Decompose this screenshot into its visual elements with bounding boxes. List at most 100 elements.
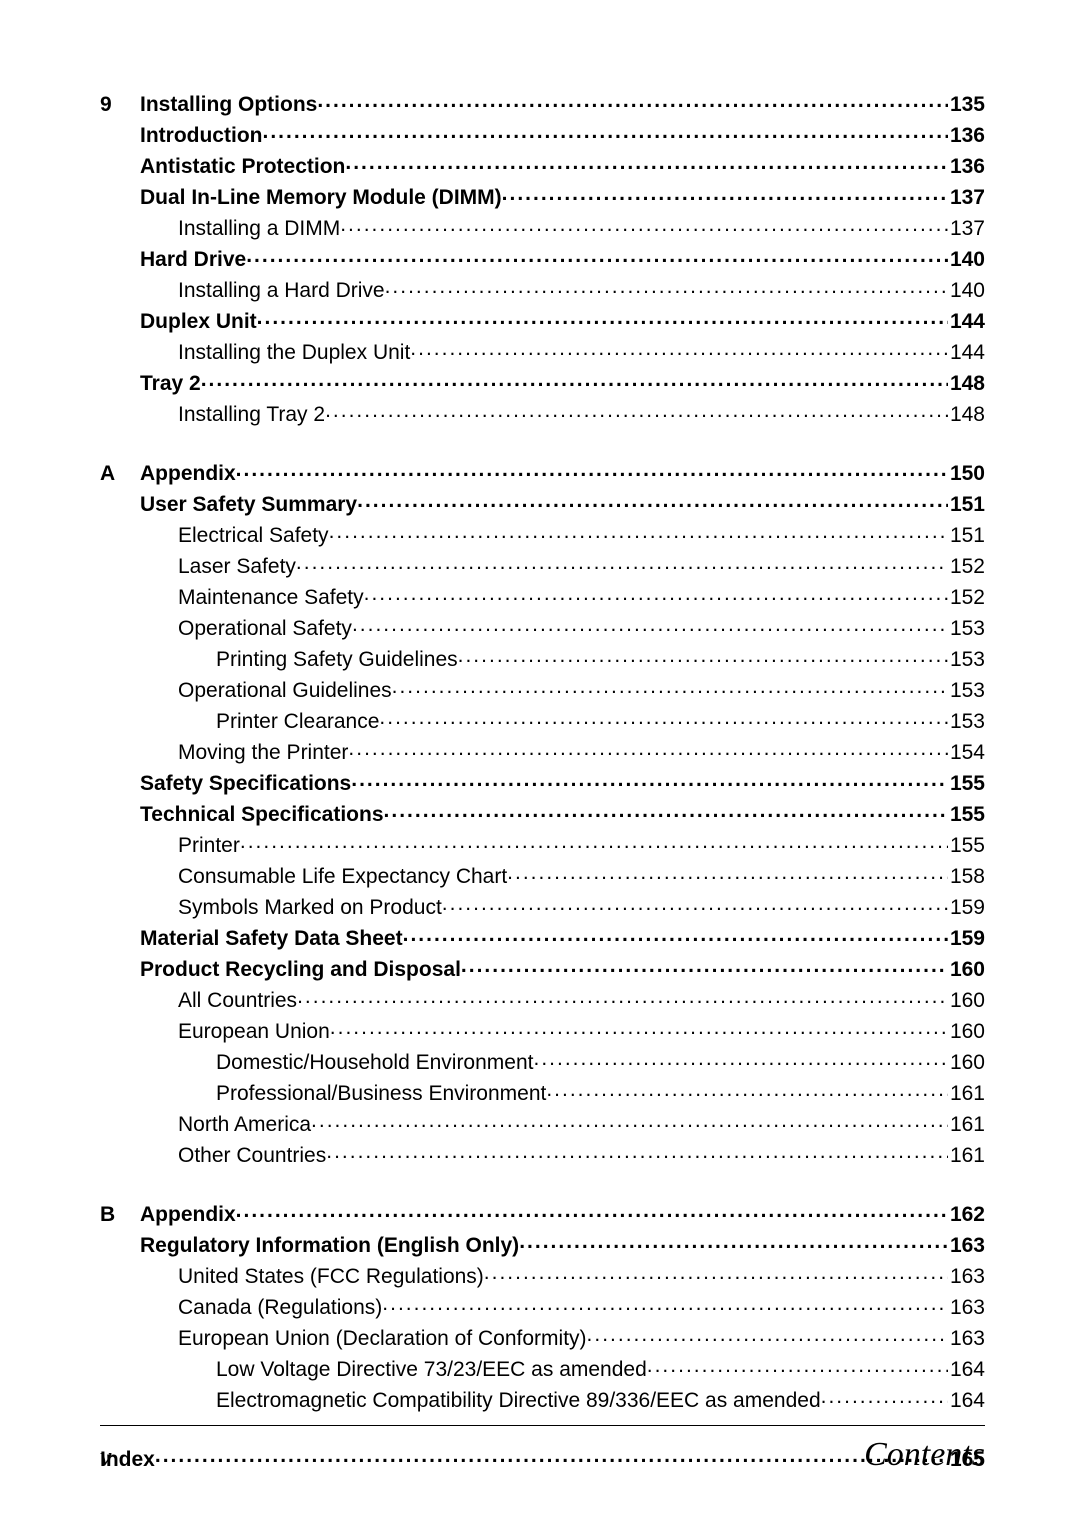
toc-page-number: 162 xyxy=(950,1204,985,1225)
toc-page-number: 154 xyxy=(950,742,985,763)
toc-leader-dots xyxy=(325,400,948,421)
toc-label: Domestic/Household Environment xyxy=(216,1052,533,1073)
toc-entry: Hard Drive 140 xyxy=(100,245,985,270)
toc-leader-dots xyxy=(357,490,948,511)
toc-label: European Union xyxy=(178,1021,330,1042)
toc-label: Installing the Duplex Unit xyxy=(178,342,410,363)
toc-page-number: 160 xyxy=(950,1052,985,1073)
toc-label: Dual In-Line Memory Module (DIMM) xyxy=(140,187,502,208)
toc-leader-dots xyxy=(458,645,948,666)
toc-leader-dots xyxy=(442,893,948,914)
toc-entry: Electrical Safety 151 xyxy=(100,521,985,546)
toc-label: Technical Specifications xyxy=(140,804,384,825)
toc-label: Moving the Printer xyxy=(178,742,348,763)
toc-entry: Laser Safety 152 xyxy=(100,552,985,577)
toc-label: Other Countries xyxy=(178,1145,326,1166)
toc-entry: Consumable Life Expectancy Chart 158 xyxy=(100,862,985,887)
toc-page-number: 151 xyxy=(950,525,985,546)
toc-page-number: 164 xyxy=(950,1390,985,1411)
toc-leader-dots xyxy=(546,1079,948,1100)
toc-entry: Low Voltage Directive 73/23/EEC as amend… xyxy=(100,1355,985,1380)
toc-page-number: 152 xyxy=(950,587,985,608)
toc-leader-dots xyxy=(236,459,948,480)
toc-leader-dots xyxy=(384,800,948,821)
toc-entry: Technical Specifications 155 xyxy=(100,800,985,825)
toc-leader-dots xyxy=(519,1231,948,1252)
toc-page-number: 163 xyxy=(950,1297,985,1318)
toc-label: Tray 2 xyxy=(140,373,201,394)
toc-leader-dots xyxy=(379,707,948,728)
toc-entry: Professional/Business Environment 161 xyxy=(100,1079,985,1104)
toc-entry: Material Safety Data Sheet 159 xyxy=(100,924,985,949)
toc-label: North America xyxy=(178,1114,311,1135)
toc-leader-dots xyxy=(410,338,948,359)
toc-label: Symbols Marked on Product xyxy=(178,897,442,918)
toc-label: Printer Clearance xyxy=(216,711,379,732)
toc-label: Operational Safety xyxy=(178,618,352,639)
toc-page-number: 161 xyxy=(950,1145,985,1166)
toc-entry: Moving the Printer 154 xyxy=(100,738,985,763)
toc-section-marker: A xyxy=(100,463,140,484)
footer-row: v Contents xyxy=(100,1436,985,1474)
toc-leader-dots xyxy=(382,1293,948,1314)
toc-entry: Product Recycling and Disposal 160 xyxy=(100,955,985,980)
toc-entry: Operational Safety 153 xyxy=(100,614,985,639)
toc-page-number: 161 xyxy=(950,1083,985,1104)
toc-entry: Installing Tray 2 148 xyxy=(100,400,985,425)
page-footer: v Contents xyxy=(100,1425,985,1474)
toc-page-number: 155 xyxy=(950,835,985,856)
toc-leader-dots xyxy=(348,738,948,759)
toc-entry: Dual In-Line Memory Module (DIMM) 137 xyxy=(100,183,985,208)
toc-leader-dots xyxy=(311,1110,948,1131)
toc-entry: European Union (Declaration of Conformit… xyxy=(100,1324,985,1349)
toc-leader-dots xyxy=(502,183,948,204)
toc-label: Appendix xyxy=(140,463,236,484)
toc-page-number: 153 xyxy=(950,618,985,639)
toc-entry: Operational Guidelines 153 xyxy=(100,676,985,701)
toc-leader-dots xyxy=(461,955,948,976)
table-of-contents: 9Installing Options 135Introduction 136A… xyxy=(100,90,985,1470)
toc-leader-dots xyxy=(351,769,948,790)
toc-entry: Introduction 136 xyxy=(100,121,985,146)
toc-page-number: 161 xyxy=(950,1114,985,1135)
toc-page-number: 153 xyxy=(950,680,985,701)
toc-label: Electromagnetic Compatibility Directive … xyxy=(216,1390,821,1411)
toc-leader-dots xyxy=(297,986,948,1007)
toc-page-number: 163 xyxy=(950,1328,985,1349)
toc-label: Installing a Hard Drive xyxy=(178,280,385,301)
toc-entry: BAppendix 162 xyxy=(100,1200,985,1225)
toc-label: United States (FCC Regulations) xyxy=(178,1266,484,1287)
toc-leader-dots xyxy=(201,369,948,390)
toc-leader-dots xyxy=(821,1386,948,1407)
toc-label: Product Recycling and Disposal xyxy=(140,959,461,980)
toc-entry: Printer Clearance 153 xyxy=(100,707,985,732)
toc-entry: AAppendix 150 xyxy=(100,459,985,484)
toc-leader-dots xyxy=(352,614,948,635)
toc-label: Canada (Regulations) xyxy=(178,1297,382,1318)
toc-label: Introduction xyxy=(140,125,262,146)
toc-label: Hard Drive xyxy=(140,249,246,270)
toc-page-number: 153 xyxy=(950,711,985,732)
toc-entry: Tray 2 148 xyxy=(100,369,985,394)
toc-label: Material Safety Data Sheet xyxy=(140,928,403,949)
toc-leader-dots xyxy=(317,90,948,111)
toc-label: Operational Guidelines xyxy=(178,680,392,701)
toc-page-number: 150 xyxy=(950,463,985,484)
toc-entry: User Safety Summary 151 xyxy=(100,490,985,515)
toc-label: Printing Safety Guidelines xyxy=(216,649,458,670)
toc-leader-dots xyxy=(262,121,947,142)
toc-entry: Regulatory Information (English Only) 16… xyxy=(100,1231,985,1256)
toc-leader-dots xyxy=(403,924,948,945)
toc-page-number: 151 xyxy=(950,494,985,515)
toc-leader-dots xyxy=(392,676,948,697)
toc-leader-dots xyxy=(296,552,948,573)
toc-page-number: 140 xyxy=(950,280,985,301)
toc-page-number: 144 xyxy=(950,342,985,363)
toc-page-number: 155 xyxy=(950,804,985,825)
toc-page-number: 160 xyxy=(950,990,985,1011)
toc-label: Consumable Life Expectancy Chart xyxy=(178,866,507,887)
toc-entry: Electromagnetic Compatibility Directive … xyxy=(100,1386,985,1411)
toc-label: Antistatic Protection xyxy=(140,156,345,177)
group-spacer xyxy=(100,431,985,459)
toc-label: Duplex Unit xyxy=(140,311,257,332)
